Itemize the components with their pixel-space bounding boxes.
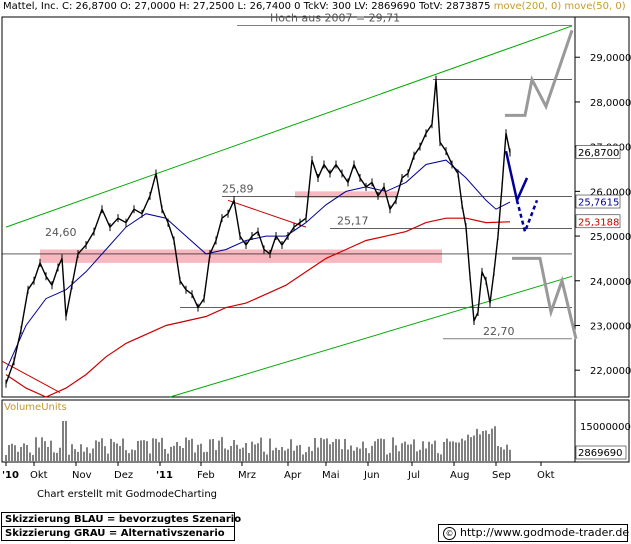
copyright-icon: © (443, 527, 456, 540)
x-tick-label: Okt (537, 470, 555, 481)
volume-tick-label: 15000000 (580, 422, 631, 433)
ma50-line (5, 159, 511, 371)
blue-scenario-dashed (515, 199, 539, 236)
x-tick-label: Aug (450, 470, 470, 481)
price-panel (1, 16, 576, 398)
volume-last-box (575, 445, 627, 460)
annotation-label: 25,17 (337, 214, 369, 227)
y-tick-label: 22,0000 (590, 366, 631, 377)
legend-blue-scenario: Skizzierung BLAU = bevorzugtes Szenario (1, 512, 241, 527)
ma200-value-label-text: 25,3188 (578, 217, 619, 228)
annotation-label: 24,60 (45, 226, 77, 239)
ma200-value-label-box (575, 214, 621, 229)
annotation-label: Hoch aus 2007 = 29,71 (270, 11, 400, 24)
annotation-label: 22,70 (483, 325, 515, 338)
channel-upper-line (5, 25, 573, 228)
support-zone (40, 249, 442, 263)
source-url[interactable]: http://www.godmode-trader.de (460, 526, 630, 539)
blue-scenario-solid (504, 150, 529, 205)
ma50-value-label-text: 25,7615 (578, 198, 619, 209)
annotation-label: 25,89 (222, 182, 254, 195)
x-tick-label: Apr (284, 470, 302, 481)
x-tick-label: '10 (2, 470, 19, 481)
resistance-zone (295, 191, 397, 199)
ma50-value-label-box (575, 194, 621, 209)
channel-lower-line (169, 275, 573, 398)
x-tick-label: Mai (322, 470, 340, 481)
x-tick-label: Dez (114, 470, 133, 481)
chart-credit: Chart erstellt mit GodmodeCharting (37, 489, 217, 500)
source-link[interactable]: © http://www.godmode-trader.de (438, 524, 630, 542)
y-tick-label: 24,0000 (590, 277, 631, 288)
x-tick-label: Jun (363, 470, 380, 481)
ma-label: move(200, 0) move(50, 0) (493, 1, 626, 12)
x-tick-label: Feb (197, 470, 215, 481)
volume-label: VolumeUnits (4, 402, 67, 413)
x-tick-label: '11 (156, 470, 173, 481)
x-tick-label: Mrz (238, 470, 256, 481)
volume-last-value: 2869690 (578, 448, 623, 459)
y-tick-label: 23,0000 (590, 321, 631, 332)
red-trend-line (227, 199, 307, 228)
y-tick-label: 29,0000 (590, 53, 631, 64)
last-price-label-box (575, 145, 621, 159)
y-tick-label: 25,0000 (590, 232, 631, 243)
last-price-label-text: 26,8700 (578, 148, 619, 159)
ma200-line (5, 217, 511, 398)
y-tick-label: 28,0000 (590, 98, 631, 109)
x-tick-label: Okt (30, 470, 48, 481)
legend-grey-scenario: Skizzierung GRAU = Alternativszenario (1, 526, 235, 541)
grey-scenario-down (512, 256, 578, 340)
x-tick-label: Jul (407, 470, 420, 481)
x-tick-label: Nov (72, 470, 92, 481)
x-tick-label: Sep (492, 470, 511, 481)
grey-scenario-up (505, 29, 574, 117)
ticker-info: Mattel, Inc. C: 26,8700 O: 27,0000 H: 27… (3, 1, 491, 12)
y-tick-label: 26,0000 (590, 187, 631, 198)
header-ticker-info: Mattel, Inc. C: 26,8700 O: 27,0000 H: 27… (3, 1, 626, 12)
